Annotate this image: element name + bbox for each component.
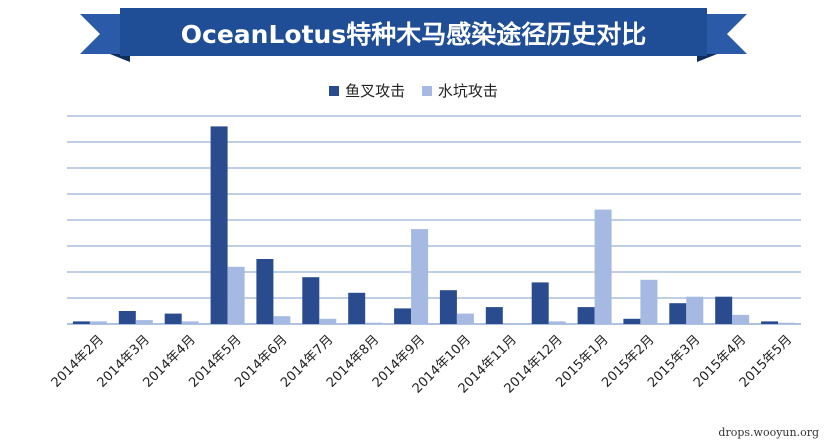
bar-spear-13 — [669, 303, 687, 324]
title-banner — [80, 8, 747, 62]
bar-spear-2 — [164, 313, 182, 324]
legend-label-watering: 水坑攻击 — [437, 82, 498, 100]
banner-main — [120, 8, 707, 56]
banner-right-tail — [697, 14, 747, 54]
bar-watering-1 — [135, 320, 153, 324]
legend-item-spear: 鱼叉攻击 — [329, 80, 405, 101]
bar-watering-13 — [686, 296, 704, 324]
bar-watering-10 — [548, 321, 566, 324]
bar-spear-10 — [531, 282, 549, 324]
legend-label-spear: 鱼叉攻击 — [345, 82, 406, 100]
bar-watering-8 — [456, 313, 474, 324]
bar-spear-12 — [623, 318, 641, 324]
bar-spear-0 — [72, 321, 90, 324]
bar-watering-4 — [273, 316, 291, 324]
legend-swatch-spear — [329, 85, 340, 96]
bar-spear-14 — [715, 296, 733, 324]
legend-item-watering: 水坑攻击 — [421, 80, 498, 101]
bar-spear-5 — [302, 277, 320, 324]
bar-watering-5 — [319, 318, 337, 324]
bar-spear-11 — [577, 307, 595, 324]
legend-swatch-watering — [421, 85, 432, 96]
watermark: drops.wooyun.org — [718, 426, 819, 439]
chart-title: OceanLotus特种木马感染途径历史对比 — [180, 20, 647, 49]
bar-watering-0 — [89, 321, 107, 324]
bar-spear-9 — [485, 307, 503, 324]
banner-left-tail — [80, 14, 130, 54]
bar-watering-11 — [594, 209, 612, 324]
bar-spear-6 — [348, 292, 366, 324]
bar-watering-7 — [411, 229, 429, 324]
bar-watering-15 — [778, 322, 796, 324]
bar-watering-3 — [227, 266, 245, 324]
bar-watering-6 — [365, 322, 383, 324]
bar-spear-15 — [761, 321, 779, 324]
bar-spear-3 — [210, 126, 228, 325]
bar-watering-2 — [181, 321, 199, 324]
bar-watering-14 — [732, 314, 750, 324]
bar-spear-7 — [394, 308, 412, 324]
bar-spear-4 — [256, 259, 274, 324]
bar-spear-8 — [439, 290, 457, 324]
bar-spear-1 — [118, 311, 136, 324]
bar-watering-12 — [640, 279, 658, 324]
legend: 鱼叉攻击 水坑攻击 — [0, 80, 827, 101]
